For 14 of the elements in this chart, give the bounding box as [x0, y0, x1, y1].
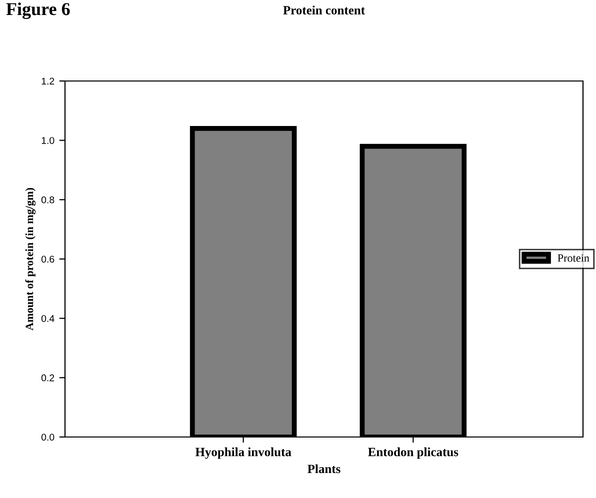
x-tick-label: Hyophila involuta [195, 447, 292, 459]
y-tick-label: 0.6 [41, 256, 54, 263]
x-axis-title: Plants [308, 464, 340, 474]
chart-title: Protein content [283, 6, 365, 14]
y-tick-label: 0.2 [41, 374, 54, 382]
y-tick-label: 0.8 [41, 196, 54, 204]
caption: Figure 6 [6, 2, 70, 20]
y-axis-title: Amount of protein (in mg/gm) [25, 188, 36, 330]
legend-label: Protein [558, 254, 590, 262]
y-tick-label: 1.0 [42, 137, 54, 144]
y-tick-label: 1.2 [42, 78, 54, 85]
x-tick-label: Entodon plicatus [368, 447, 458, 459]
y-tick-label: 0.4 [41, 315, 54, 322]
y-tick-label: 0.0 [41, 434, 54, 441]
